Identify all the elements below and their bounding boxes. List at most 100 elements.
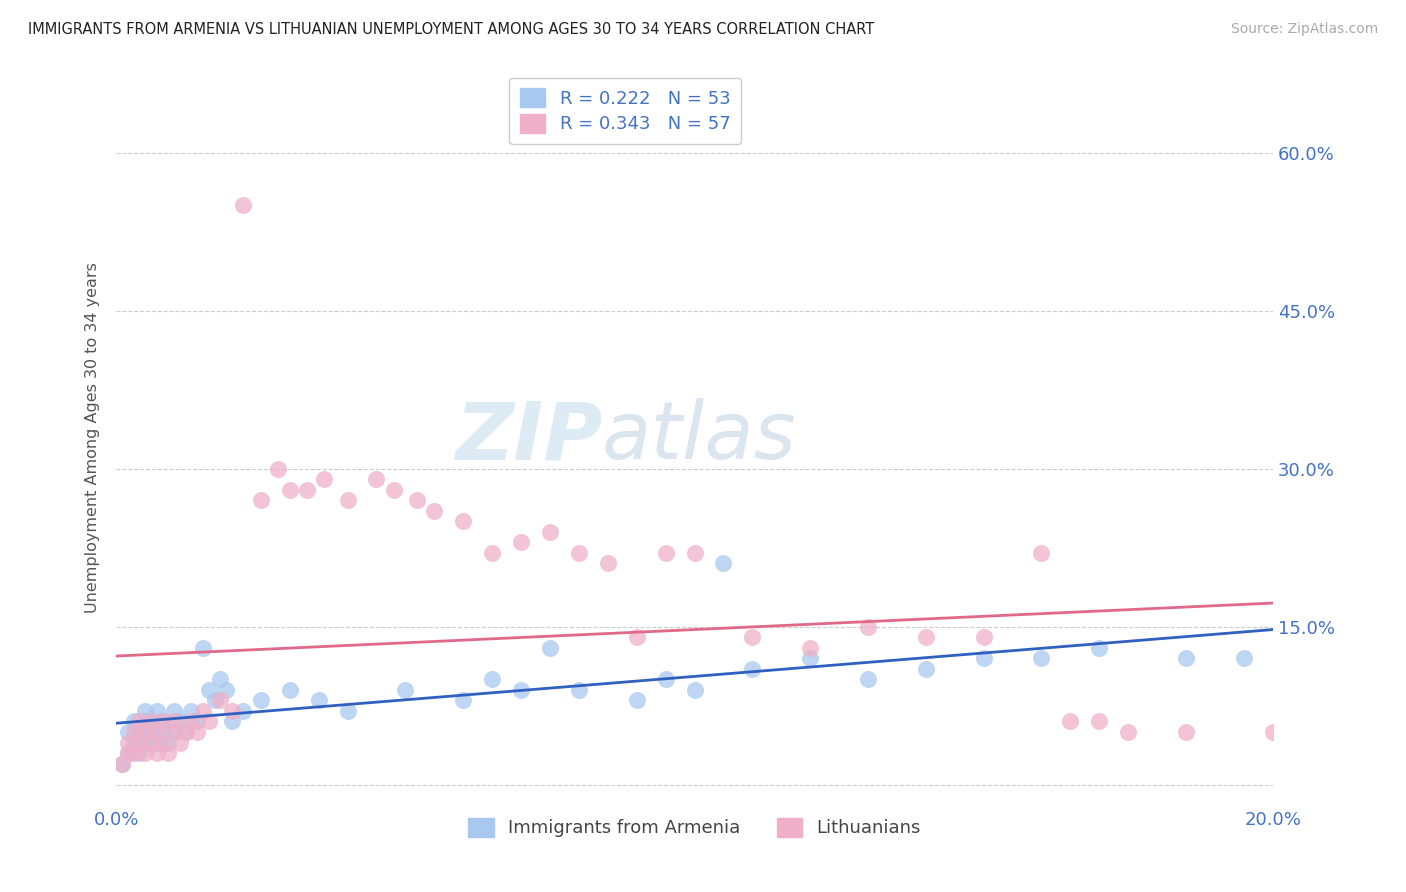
Point: [423, 504, 446, 518]
Point: [336, 493, 359, 508]
Point: [152, 714, 174, 729]
Point: [568, 546, 591, 560]
Text: Source: ZipAtlas.com: Source: ZipAtlas.com: [1230, 22, 1378, 37]
Point: [1088, 714, 1111, 729]
Point: [451, 693, 474, 707]
Point: [191, 640, 214, 655]
Point: [1088, 640, 1111, 655]
Point: [152, 714, 174, 729]
Point: [683, 682, 706, 697]
Point: [145, 704, 167, 718]
Point: [204, 693, 226, 707]
Point: [626, 693, 648, 707]
Point: [406, 493, 429, 508]
Point: [538, 640, 561, 655]
Point: [626, 630, 648, 644]
Point: [180, 714, 202, 729]
Point: [510, 535, 533, 549]
Point: [122, 714, 145, 729]
Point: [481, 673, 503, 687]
Text: ZIP: ZIP: [454, 398, 602, 476]
Point: [232, 704, 254, 718]
Point: [186, 714, 208, 729]
Point: [111, 756, 134, 771]
Point: [117, 746, 139, 760]
Point: [221, 714, 243, 729]
Point: [209, 693, 232, 707]
Point: [799, 640, 821, 655]
Point: [451, 514, 474, 528]
Point: [198, 714, 221, 729]
Point: [169, 714, 191, 729]
Point: [683, 546, 706, 560]
Y-axis label: Unemployment Among Ages 30 to 34 years: Unemployment Among Ages 30 to 34 years: [86, 261, 100, 613]
Text: IMMIGRANTS FROM ARMENIA VS LITHUANIAN UNEMPLOYMENT AMONG AGES 30 TO 34 YEARS COR: IMMIGRANTS FROM ARMENIA VS LITHUANIAN UN…: [28, 22, 875, 37]
Point: [117, 725, 139, 739]
Point: [1175, 651, 1198, 665]
Point: [250, 493, 273, 508]
Point: [1059, 714, 1081, 729]
Point: [145, 725, 167, 739]
Point: [914, 630, 936, 644]
Point: [336, 704, 359, 718]
Point: [654, 673, 676, 687]
Point: [232, 198, 254, 212]
Point: [139, 714, 162, 729]
Point: [209, 673, 232, 687]
Point: [122, 735, 145, 749]
Point: [152, 725, 174, 739]
Point: [134, 704, 156, 718]
Point: [1116, 725, 1139, 739]
Point: [973, 651, 995, 665]
Point: [128, 725, 150, 739]
Point: [481, 546, 503, 560]
Point: [314, 472, 336, 486]
Point: [152, 735, 174, 749]
Point: [111, 756, 134, 771]
Point: [163, 704, 186, 718]
Point: [128, 714, 150, 729]
Point: [973, 630, 995, 644]
Point: [134, 735, 156, 749]
Point: [538, 524, 561, 539]
Point: [568, 682, 591, 697]
Point: [191, 704, 214, 718]
Point: [128, 746, 150, 760]
Point: [145, 735, 167, 749]
Point: [799, 651, 821, 665]
Point: [128, 735, 150, 749]
Point: [741, 662, 763, 676]
Point: [180, 704, 202, 718]
Point: [134, 746, 156, 760]
Point: [139, 725, 162, 739]
Point: [308, 693, 330, 707]
Point: [139, 735, 162, 749]
Point: [596, 557, 619, 571]
Point: [278, 483, 301, 497]
Point: [134, 714, 156, 729]
Point: [856, 620, 879, 634]
Point: [221, 704, 243, 718]
Point: [198, 682, 221, 697]
Point: [169, 735, 191, 749]
Point: [145, 746, 167, 760]
Point: [394, 682, 416, 697]
Point: [122, 725, 145, 739]
Point: [1261, 725, 1284, 739]
Point: [117, 746, 139, 760]
Point: [134, 725, 156, 739]
Point: [157, 735, 180, 749]
Point: [510, 682, 533, 697]
Point: [278, 682, 301, 697]
Point: [157, 746, 180, 760]
Point: [117, 735, 139, 749]
Point: [250, 693, 273, 707]
Point: [139, 714, 162, 729]
Point: [174, 725, 197, 739]
Point: [914, 662, 936, 676]
Point: [174, 725, 197, 739]
Point: [654, 546, 676, 560]
Point: [186, 725, 208, 739]
Point: [366, 472, 388, 486]
Point: [1233, 651, 1256, 665]
